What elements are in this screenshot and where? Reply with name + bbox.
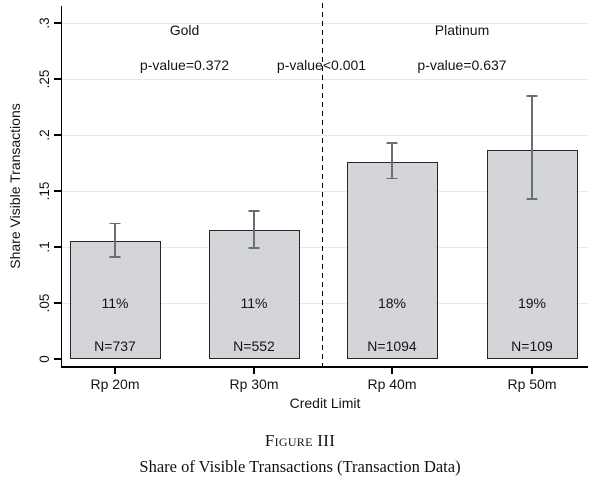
y-tick: [53, 358, 61, 360]
y-gridline: [62, 79, 588, 80]
bar-rp-30m: [208, 230, 300, 359]
x-tick-label: Rp 50m: [507, 376, 557, 392]
error-bar-line: [253, 211, 255, 249]
x-axis-line: [60, 366, 588, 368]
y-axis-title: Share Visible Transactions: [7, 103, 23, 269]
bar-percent-label: 11%: [240, 295, 268, 311]
y-tick-label: .3: [36, 17, 52, 29]
group-separator-dashed-line: [321, 3, 323, 366]
p-value-label: p-value=0.637: [417, 57, 507, 73]
y-tick-label: .25: [36, 69, 52, 89]
error-bar-line: [114, 223, 116, 258]
x-tick-label: Rp 40m: [367, 376, 417, 392]
error-bar-cap-top: [386, 142, 398, 144]
y-tick: [53, 22, 61, 24]
bar-n-label: N=1094: [367, 338, 417, 354]
y-tick: [53, 302, 61, 304]
figure-number: Figure III: [264, 431, 336, 450]
x-tick: [391, 367, 393, 374]
error-bar-cap-bottom: [386, 177, 398, 180]
error-bar-cap-bottom: [248, 247, 260, 249]
x-axis-title: Credit Limit: [289, 395, 361, 411]
error-bar-cap-top: [526, 95, 538, 97]
y-tick-label: .2: [36, 129, 52, 141]
y-tick-label: 0: [36, 355, 52, 363]
y-tick-label: .1: [36, 241, 52, 253]
bar-rp-40m: [346, 161, 438, 359]
x-tick-label: Rp 20m: [90, 376, 140, 392]
x-tick: [114, 367, 116, 374]
y-tick-label: .15: [36, 181, 52, 201]
y-gridline: [62, 135, 588, 136]
x-tick-label: Rp 30m: [229, 376, 279, 392]
error-bar-cap-top: [109, 222, 121, 225]
error-bar-cap-bottom: [109, 256, 121, 258]
group-label-platinum: Platinum: [434, 22, 490, 38]
x-tick: [253, 367, 255, 374]
x-tick: [531, 367, 533, 374]
y-gridline: [62, 191, 588, 192]
y-tick: [53, 246, 61, 248]
y-gridline: [62, 23, 588, 24]
bar-percent-label: 19%: [517, 295, 547, 311]
error-bar-line: [531, 95, 533, 199]
y-tick-label: .05: [36, 293, 52, 313]
bar-n-label: N=737: [94, 338, 136, 354]
p-value-label: p-value=0.372: [139, 57, 230, 73]
bar-rp-50m: [486, 149, 578, 359]
figure-title: Share of Visible Transactions (Transacti…: [139, 457, 461, 476]
y-gridline: [62, 303, 588, 304]
error-bar-cap-top: [248, 210, 260, 212]
group-label-gold: Gold: [169, 22, 200, 38]
bar-n-label: N=109: [511, 338, 553, 354]
bar-n-label: N=552: [233, 338, 275, 354]
bar-percent-label: 18%: [377, 295, 407, 311]
bar-percent-label: 11%: [101, 295, 129, 311]
y-axis-line: [60, 6, 62, 368]
bar-chart: 0 .05 .1 .15 .2 .25 .3 Rp 20m Rp 30m Rp 40m Rp 50m…: [7, 3, 588, 411]
p-value-label-between-groups: p-value<0.001: [276, 57, 367, 73]
error-bar-line: [391, 142, 393, 179]
y-tick: [53, 134, 61, 136]
y-tick: [53, 190, 61, 192]
y-gridline: [62, 247, 588, 248]
error-bar-cap-bottom: [526, 198, 538, 200]
y-tick: [53, 78, 61, 80]
